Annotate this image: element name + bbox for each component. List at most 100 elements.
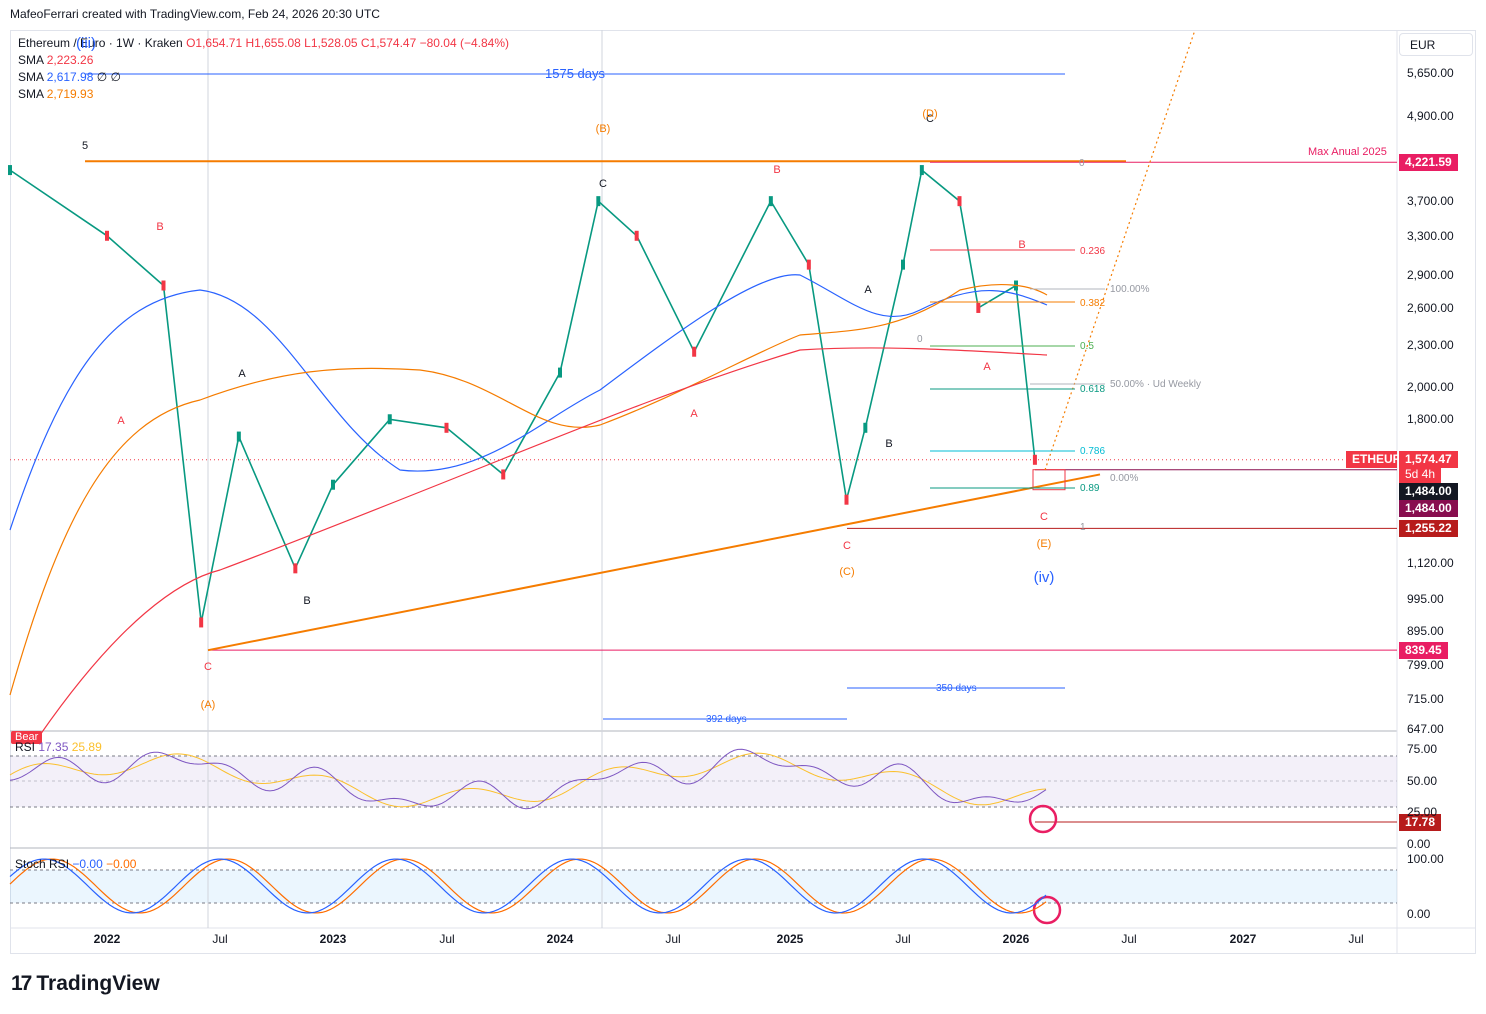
rsi-tick-label: 25.00	[1407, 805, 1438, 819]
price-point	[919, 165, 924, 176]
wave-a-4[interactable]: A	[864, 284, 872, 296]
wave-a-3[interactable]: A	[690, 408, 698, 420]
hundred-pct-label[interactable]: 100.00%	[1110, 284, 1150, 295]
wave-c-5[interactable]: C	[1040, 511, 1048, 523]
fib-0786: 0.786	[1080, 446, 1106, 457]
price-tick-label: 799.00	[1407, 658, 1444, 673]
price-point	[387, 414, 392, 425]
time-tick-label: 2027	[1229, 932, 1257, 946]
stoch-name[interactable]: Stoch RSI	[15, 857, 70, 871]
price-point	[976, 302, 981, 313]
wave-5[interactable]: 5	[81, 140, 89, 152]
fib-one: 1	[1080, 522, 1086, 533]
wave-a-paren[interactable]: (A)	[200, 699, 216, 711]
time-tick-label: 2024	[546, 932, 574, 946]
wave-a-2[interactable]: A	[238, 368, 246, 380]
price-point	[8, 165, 12, 176]
time-tick-label: 2026	[1002, 932, 1030, 946]
rsi-tick-label: 50.00	[1407, 774, 1438, 788]
rsi-ma-value: 25.89	[71, 740, 102, 754]
price-point	[501, 469, 506, 480]
price-point	[692, 346, 697, 357]
wave-c-1[interactable]: C	[204, 661, 212, 673]
price-tick-label: 2,300.00	[1407, 338, 1454, 353]
fib-zero-top: 0	[1079, 158, 1085, 169]
sma-label-1[interactable]: SMA	[18, 53, 44, 67]
wave-a-5[interactable]: A	[983, 361, 991, 373]
sma-orange-line	[9, 283, 1048, 696]
wave-d-paren[interactable]: (D)	[922, 108, 938, 120]
wave-iv[interactable]: (iv)	[1033, 569, 1055, 586]
sma-label-2[interactable]: SMA	[18, 70, 44, 84]
currency-selector[interactable]: EUR	[1399, 33, 1473, 56]
time-tick-label: 2023	[319, 932, 347, 946]
time-tick-label: Jul	[212, 932, 228, 946]
sma-red-line	[39, 347, 1048, 736]
sma-extra-2: ∅ ∅	[96, 70, 121, 84]
wave-c-paren[interactable]: (C)	[839, 566, 855, 578]
stoch-k-line	[9, 858, 1047, 914]
sma-value-3: 2,719.93	[46, 87, 94, 101]
price-point	[844, 494, 849, 505]
stoch-k-value: −0.00	[72, 857, 103, 871]
wave-b-5[interactable]: B	[1018, 239, 1026, 251]
wave-c-2[interactable]: C	[599, 178, 607, 190]
price-tick-label: 2,600.00	[1407, 300, 1454, 315]
price-tick-label: 647.00	[1407, 722, 1444, 736]
wave-e-paren[interactable]: (E)	[1036, 538, 1052, 550]
symbol-title[interactable]: Ethereum / Euro · 1W · Kraken	[18, 36, 183, 50]
wave-c-3[interactable]: C	[843, 540, 851, 552]
countdown-badge: 5d 4h	[1399, 466, 1442, 483]
price-tick-label: 4,900.00	[1407, 109, 1454, 124]
chart-legend: Ethereum / Euro · 1W · Kraken O1,654.71 …	[18, 35, 509, 103]
wave-b-1[interactable]: B	[156, 221, 164, 233]
stoch-legend[interactable]: Stoch RSI −0.00 −0.00	[15, 857, 136, 871]
wave-b-2[interactable]: B	[303, 595, 311, 607]
last-price-badge: 1,574.47	[1399, 451, 1458, 468]
fib-zero-mid: 0	[917, 334, 923, 345]
days-350-label[interactable]: 350 days	[936, 683, 977, 694]
price-point	[596, 196, 601, 207]
price-point	[558, 367, 562, 378]
price-point	[806, 259, 811, 270]
tradingview-logo[interactable]: 17 TradingView	[11, 972, 160, 996]
brand-name: TradingView	[36, 972, 160, 995]
price-point	[236, 431, 241, 442]
time-tick-label: Jul	[439, 932, 455, 946]
sma-blue-line	[9, 274, 1048, 531]
price-point	[634, 230, 639, 241]
days-1575-label[interactable]: 1575 days	[545, 66, 605, 81]
sma-label-3[interactable]: SMA	[18, 87, 44, 101]
max-anual-label[interactable]: Max Anual 2025	[1308, 146, 1387, 158]
max-price-badge: 4,221.59	[1399, 154, 1458, 171]
fib-0618: 0.618	[1080, 384, 1106, 395]
wave-b-3[interactable]: B	[773, 164, 781, 176]
price-point	[199, 617, 204, 628]
price-point	[863, 422, 868, 433]
price-series-line	[9, 168, 1036, 623]
wave-b-4[interactable]: B	[885, 438, 893, 450]
tradingview-logo-icon: 17	[11, 972, 32, 995]
stoch-d-value: −0.00	[106, 857, 137, 871]
rsi-ma-line	[9, 752, 1047, 808]
time-tick-label: 2022	[93, 932, 121, 946]
chart-frame	[10, 30, 1476, 954]
wave-iii[interactable]: (iii)	[76, 35, 96, 52]
rsi-legend[interactable]: RSI 17.35 25.89	[15, 740, 102, 754]
price-tick-label: 1,800.00	[1407, 412, 1454, 427]
zero-pct-label[interactable]: 0.00%	[1110, 473, 1139, 484]
chart-credit: MafeoFerrari created with TradingView.co…	[10, 7, 380, 21]
wave-b-paren[interactable]: (B)	[595, 123, 611, 135]
days-392-label[interactable]: 392 days	[706, 714, 747, 725]
wave-c-4[interactable]: C	[926, 113, 934, 125]
wave-a-1[interactable]: A	[117, 415, 125, 427]
fib-089: 0.89	[1080, 483, 1100, 494]
rsi-name[interactable]: RSI	[15, 740, 36, 754]
ud-weekly-label[interactable]: 50.00% · Ud Weekly	[1110, 379, 1201, 390]
rsi-tick-label: 0.00	[1407, 837, 1431, 851]
fib-0382: 0.382	[1080, 298, 1106, 309]
time-tick-label: Jul	[1121, 932, 1137, 946]
price-point	[331, 479, 335, 490]
price-point	[901, 259, 905, 270]
